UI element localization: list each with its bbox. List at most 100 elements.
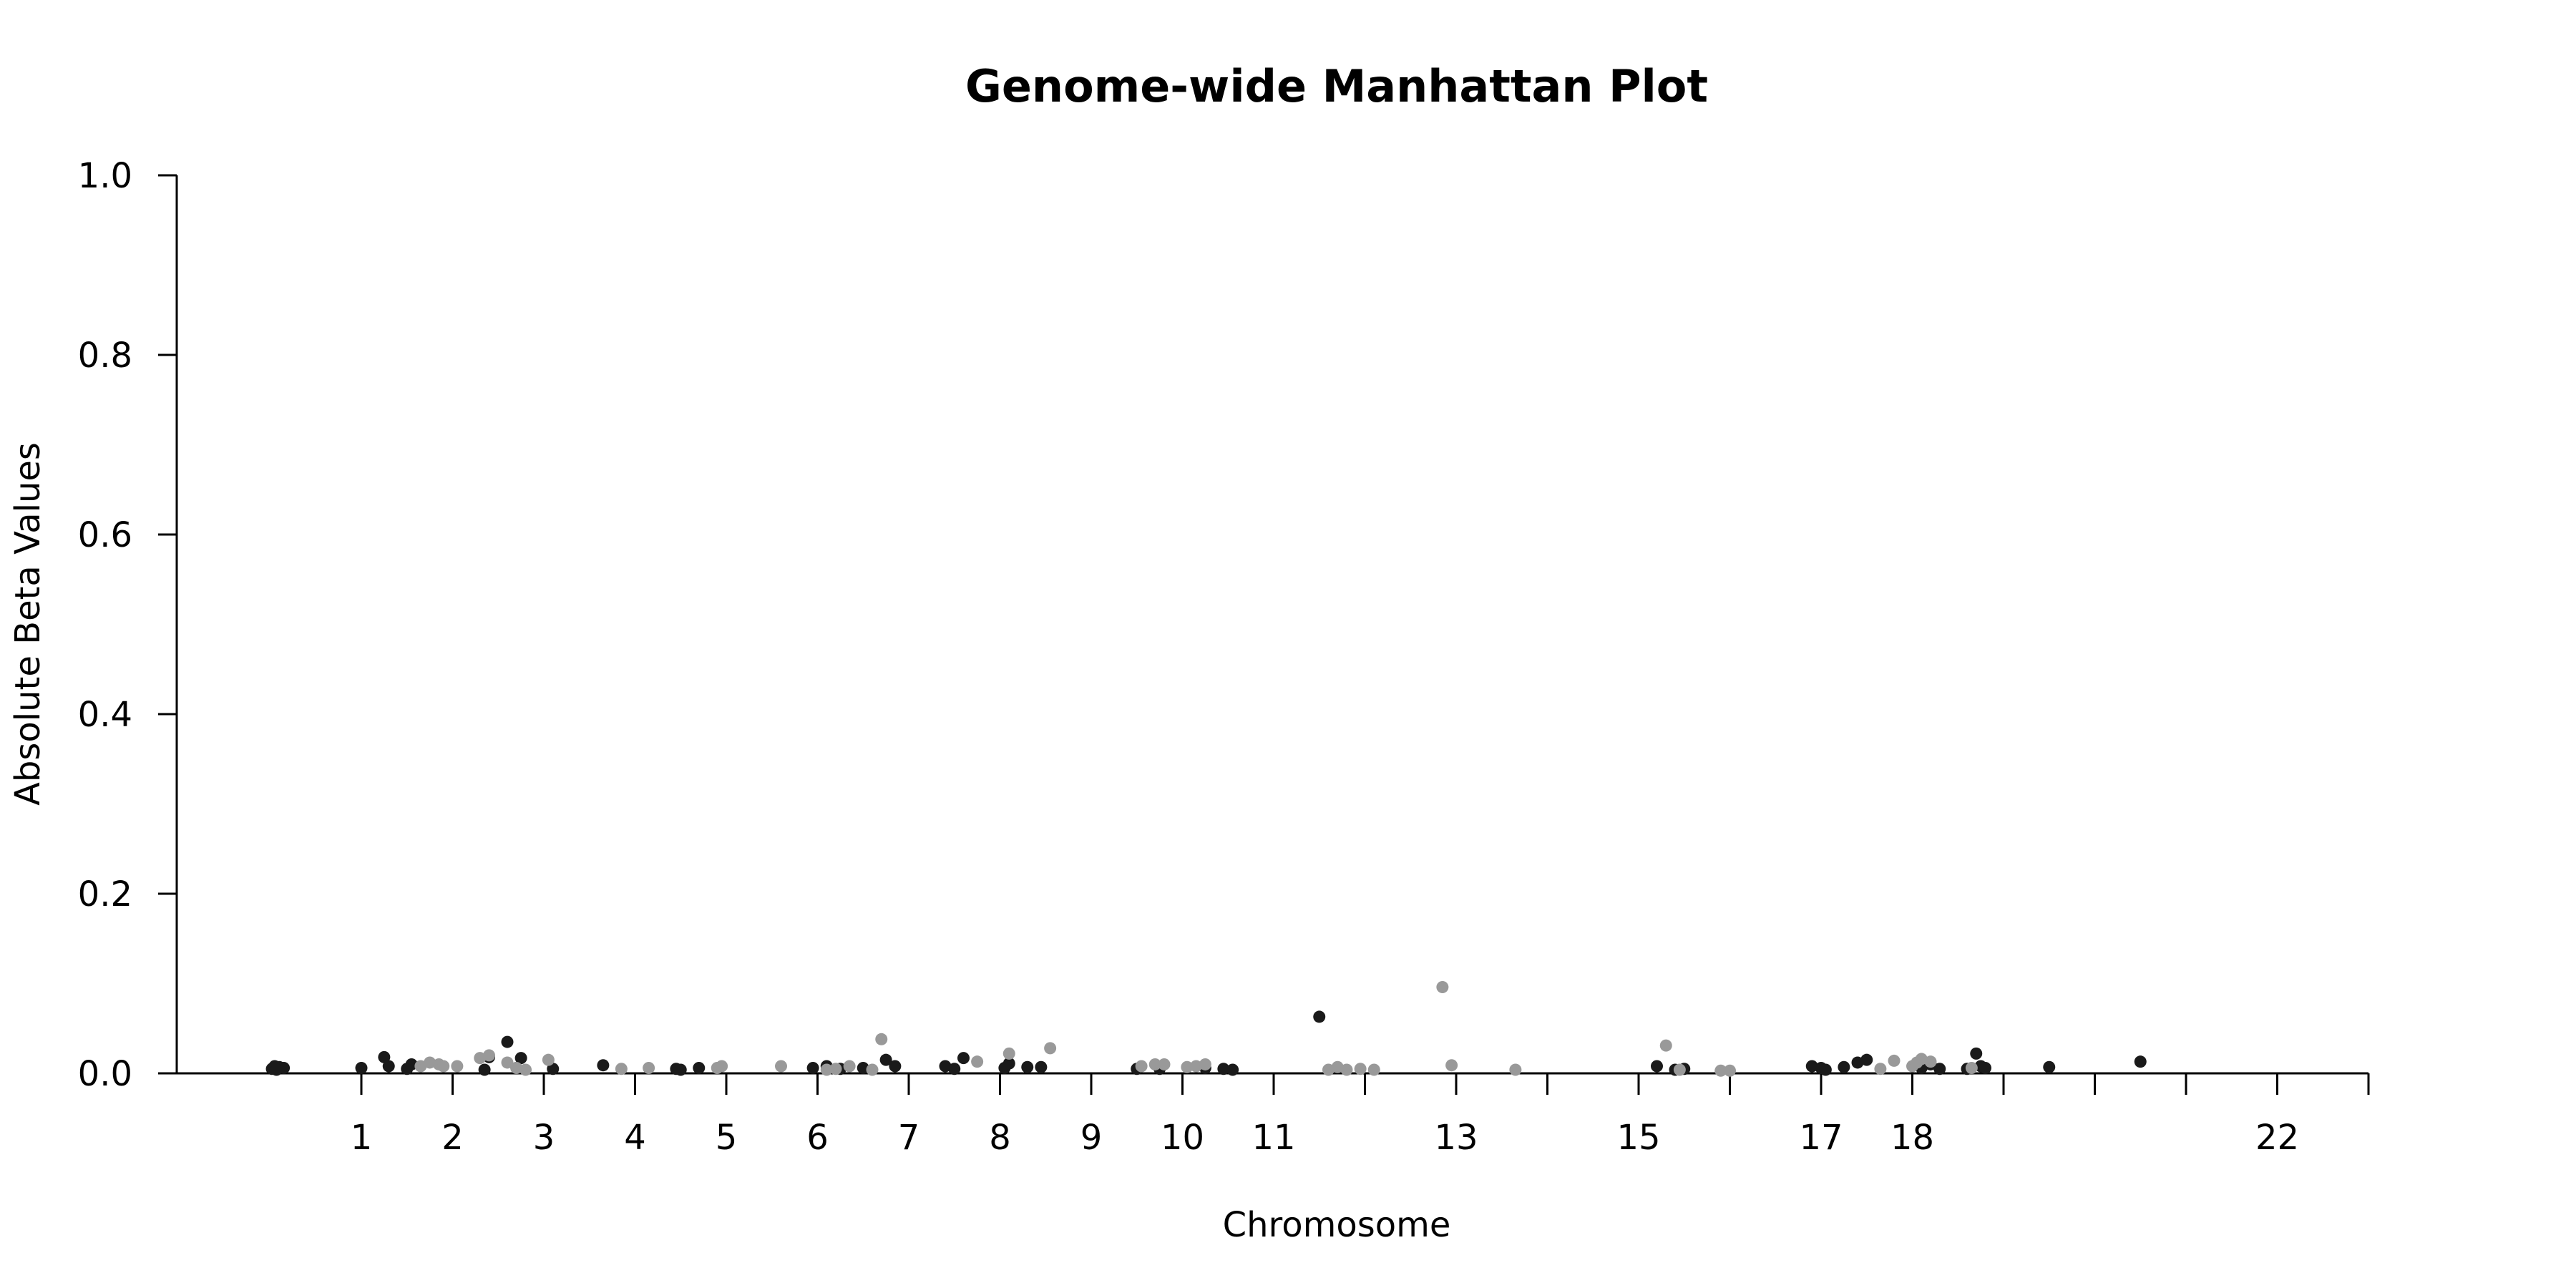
data-point bbox=[1226, 1063, 1239, 1076]
data-point bbox=[674, 1063, 687, 1076]
data-point bbox=[879, 1053, 892, 1066]
data-point bbox=[1851, 1056, 1864, 1069]
data-point bbox=[1002, 1047, 1015, 1060]
data-point bbox=[843, 1060, 856, 1073]
data-point bbox=[1819, 1063, 1832, 1076]
data-point bbox=[1888, 1054, 1901, 1067]
data-point bbox=[510, 1061, 523, 1074]
data-point bbox=[1965, 1061, 1978, 1074]
y-tick-label: 1.0 bbox=[78, 156, 132, 196]
data-point bbox=[948, 1063, 961, 1075]
x-tick-label: 5 bbox=[716, 1118, 738, 1158]
data-point bbox=[501, 1035, 514, 1048]
x-tick-label: 13 bbox=[1434, 1118, 1478, 1158]
data-point bbox=[1340, 1063, 1353, 1076]
data-point bbox=[1970, 1047, 1983, 1060]
y-axis: 0.0 0.2 0.4 0.6 0.8 1.0 bbox=[78, 156, 178, 1094]
x-tick-label: 10 bbox=[1161, 1118, 1204, 1158]
data-point bbox=[716, 1060, 728, 1073]
data-point bbox=[889, 1060, 902, 1073]
data-point bbox=[1924, 1055, 1937, 1068]
data-point bbox=[2134, 1055, 2147, 1068]
data-point bbox=[1190, 1060, 1203, 1073]
x-tick-label: 22 bbox=[2255, 1118, 2299, 1158]
data-point bbox=[615, 1063, 628, 1075]
data-point bbox=[378, 1050, 391, 1063]
data-point bbox=[806, 1061, 819, 1074]
data-point bbox=[451, 1060, 464, 1073]
data-point bbox=[643, 1061, 655, 1074]
data-point bbox=[1860, 1053, 1873, 1066]
data-point bbox=[1874, 1063, 1887, 1075]
data-point bbox=[547, 1063, 560, 1075]
data-point bbox=[501, 1056, 514, 1069]
x-tick-label: 9 bbox=[1080, 1118, 1103, 1158]
x-tick-label: 17 bbox=[1799, 1118, 1843, 1158]
chart-title: Genome-wide Manhattan Plot bbox=[965, 60, 1708, 112]
data-point bbox=[1673, 1063, 1686, 1076]
data-point bbox=[1367, 1063, 1380, 1076]
data-point bbox=[866, 1063, 879, 1076]
data-points bbox=[265, 981, 2147, 1077]
data-point bbox=[1148, 1058, 1161, 1070]
data-point bbox=[875, 1033, 888, 1045]
x-tick-label: 11 bbox=[1252, 1118, 1295, 1158]
x-axis: 1 2 3 4 5 6 7 8 9 10 11 13 15 17 18 22 bbox=[177, 1072, 2370, 1158]
data-point bbox=[1714, 1064, 1727, 1077]
data-point bbox=[597, 1059, 610, 1072]
y-axis-label: Absolute Beta Values bbox=[8, 442, 48, 806]
data-point bbox=[1805, 1060, 1818, 1073]
data-point bbox=[829, 1063, 842, 1075]
x-tick-label: 15 bbox=[1616, 1118, 1660, 1158]
data-point bbox=[1445, 1059, 1458, 1072]
data-point bbox=[1659, 1039, 1672, 1052]
data-point bbox=[1436, 981, 1449, 994]
data-point bbox=[957, 1052, 970, 1065]
data-point bbox=[1181, 1060, 1194, 1073]
y-tick-label: 0.6 bbox=[78, 515, 132, 555]
data-point bbox=[1724, 1064, 1736, 1077]
y-tick-label: 0.4 bbox=[78, 695, 132, 735]
data-point bbox=[971, 1055, 984, 1068]
data-point bbox=[437, 1060, 450, 1073]
y-tick-label: 0.2 bbox=[78, 874, 132, 914]
y-tick-label: 0.0 bbox=[78, 1054, 132, 1094]
data-point bbox=[1313, 1010, 1326, 1023]
x-tick-label: 18 bbox=[1890, 1118, 1934, 1158]
data-point bbox=[775, 1060, 787, 1073]
data-point bbox=[542, 1053, 555, 1066]
x-axis-label: Chromosome bbox=[1223, 1205, 1451, 1245]
data-point bbox=[478, 1063, 491, 1076]
data-point bbox=[1158, 1058, 1171, 1070]
data-point bbox=[1044, 1042, 1057, 1055]
y-tick-label: 0.8 bbox=[78, 336, 132, 376]
data-point bbox=[1915, 1053, 1928, 1065]
x-tick-label: 3 bbox=[533, 1118, 555, 1158]
x-tick-label: 8 bbox=[989, 1118, 1011, 1158]
data-point bbox=[1331, 1060, 1344, 1073]
data-point bbox=[1199, 1058, 1211, 1070]
data-point bbox=[1217, 1063, 1230, 1075]
x-tick-label: 1 bbox=[351, 1118, 373, 1158]
data-point bbox=[483, 1049, 495, 1062]
data-point bbox=[519, 1063, 532, 1076]
data-point bbox=[693, 1061, 706, 1074]
data-point bbox=[1651, 1060, 1663, 1073]
data-point bbox=[1035, 1060, 1048, 1073]
data-point bbox=[939, 1060, 952, 1073]
data-point bbox=[1002, 1057, 1015, 1070]
data-point bbox=[414, 1060, 427, 1073]
data-point bbox=[405, 1058, 418, 1070]
data-point bbox=[1021, 1060, 1034, 1073]
data-point bbox=[355, 1061, 368, 1074]
data-point bbox=[1135, 1060, 1148, 1073]
data-point bbox=[514, 1052, 527, 1065]
data-point bbox=[424, 1056, 436, 1069]
x-tick-label: 7 bbox=[898, 1118, 920, 1158]
data-point bbox=[1322, 1063, 1335, 1076]
data-point bbox=[270, 1063, 283, 1076]
data-point bbox=[1933, 1063, 1946, 1075]
x-tick-label: 6 bbox=[806, 1118, 829, 1158]
data-point bbox=[474, 1052, 487, 1065]
data-point bbox=[820, 1063, 833, 1076]
